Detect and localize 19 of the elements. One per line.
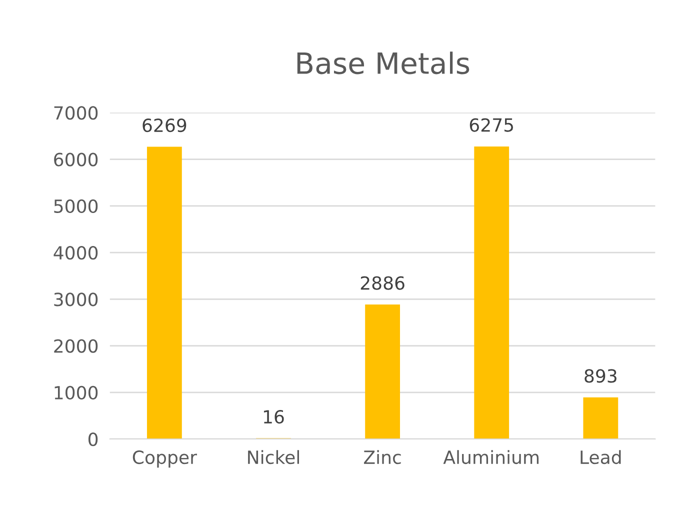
y-tick-label: 3000 [54, 292, 98, 306]
x-tick-label: Lead [580, 450, 621, 464]
data-label: 2886 [360, 276, 404, 290]
data-label: 16 [264, 410, 284, 424]
y-tick-label: 7000 [54, 106, 98, 120]
x-tick-label: Nickel [248, 450, 299, 464]
x-tick-label: Copper [132, 450, 197, 468]
x-tick-label: Zinc [364, 450, 401, 464]
data-label: 6269 [142, 118, 186, 132]
data-label: 6275 [470, 118, 514, 132]
y-tick-label: 5000 [54, 199, 98, 214]
y-tick-label: 6000 [54, 152, 98, 166]
x-tick-label: Aluminium [443, 450, 539, 464]
y-tick-label: 0 [88, 432, 98, 446]
chart-title: Base Metals [297, 52, 470, 74]
y-tick-label: 2000 [54, 339, 98, 353]
y-tick-label: 1000 [54, 386, 98, 400]
y-tick-label: 4000 [54, 246, 98, 260]
data-label: 893 [584, 369, 616, 383]
